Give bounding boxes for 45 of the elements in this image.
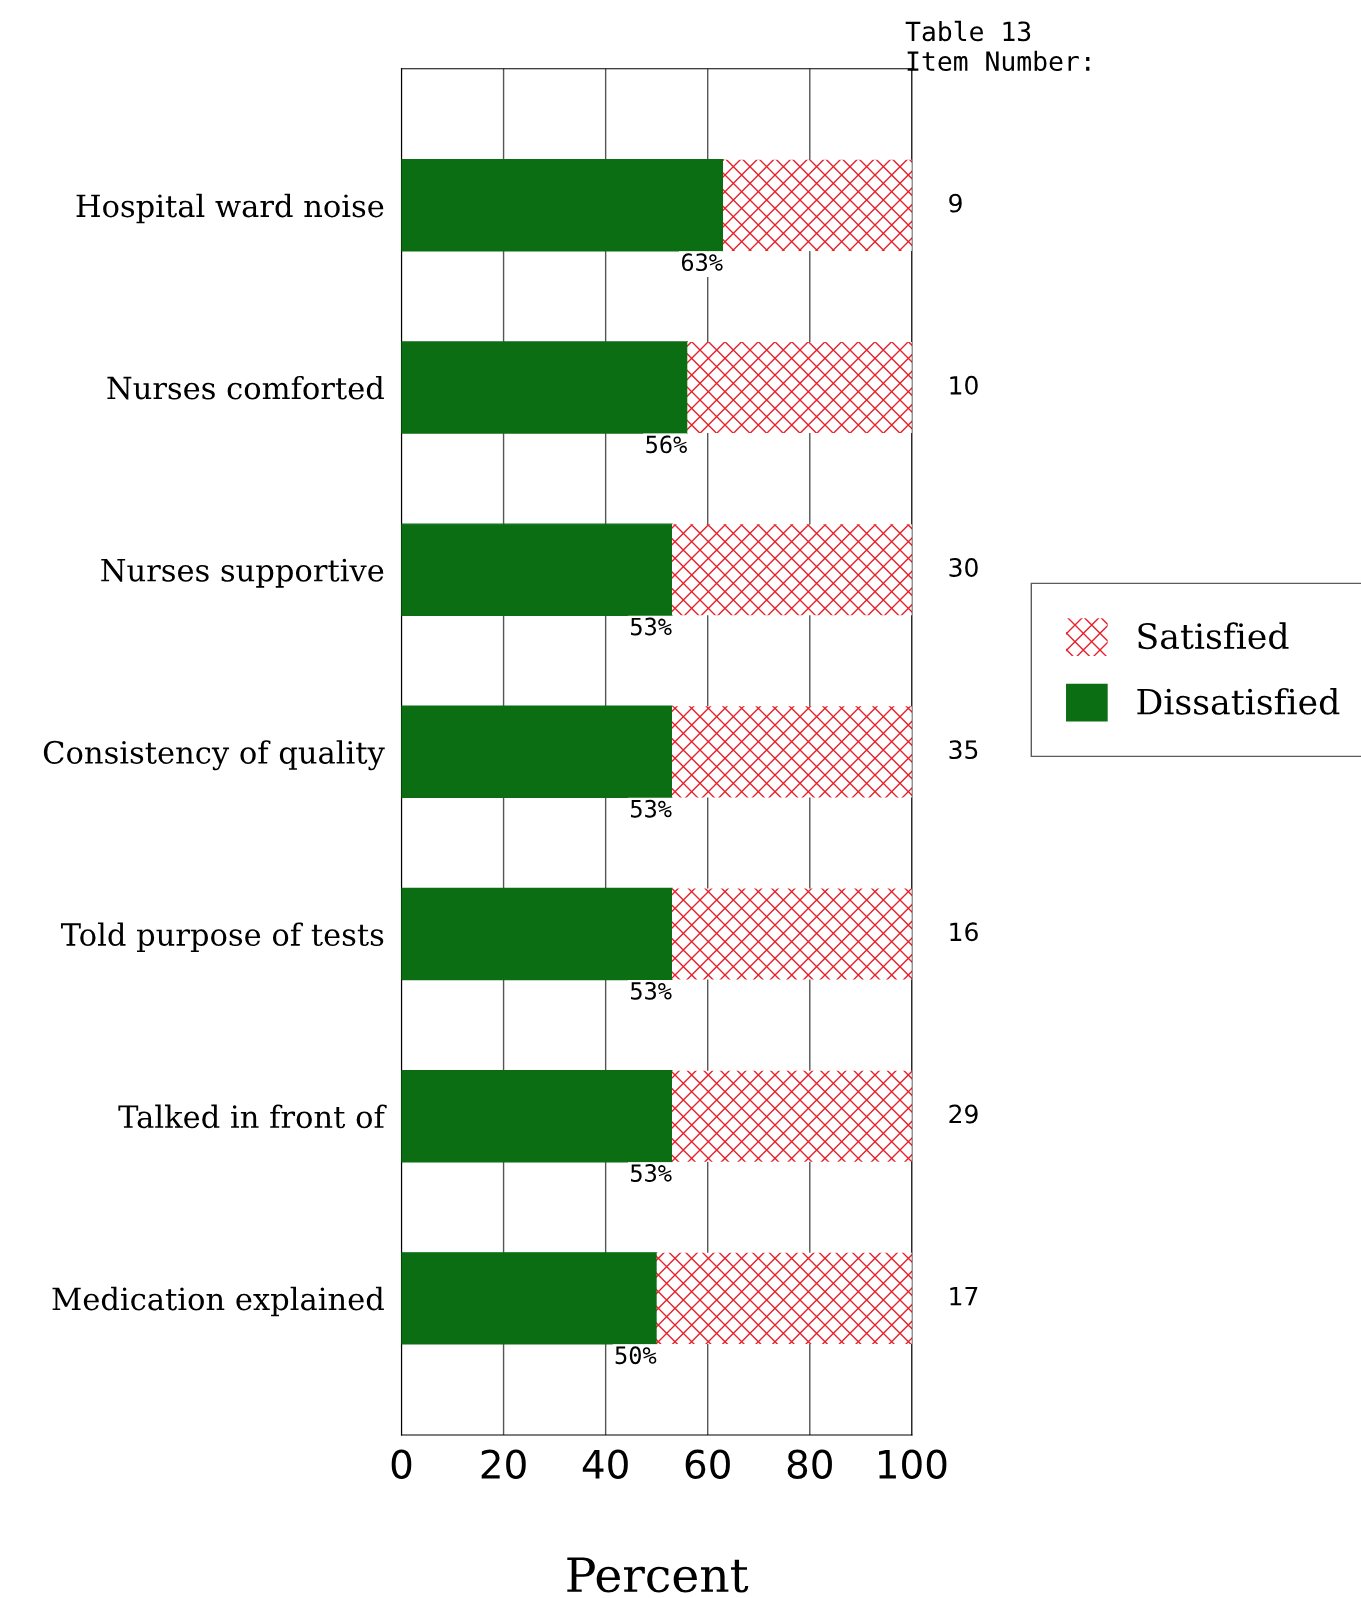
bar (401, 159, 724, 252)
text: 29 (949, 1104, 978, 1124)
bar (671, 706, 912, 798)
x-tick-label: 100 (879, 1449, 947, 1479)
y-tick-label: Nurses supportive (101, 558, 384, 588)
data-label: 50% (615, 1346, 657, 1365)
y-tick-label: Talked in front of (118, 1104, 387, 1129)
data-label: 56% (646, 435, 687, 454)
bar (656, 1252, 912, 1344)
bar (401, 1069, 673, 1163)
y-tick-label: Consistency of quality (43, 740, 385, 771)
data-label: 53% (631, 799, 672, 818)
annotation: Table 13 Item Number: (905, 20, 1090, 72)
y-tick-label: Medication explained (52, 1286, 384, 1317)
text: 9 (949, 193, 962, 213)
text: 17 (950, 1287, 978, 1306)
bar (671, 1070, 912, 1162)
data-label: 53% (631, 1164, 672, 1182)
bar (401, 341, 689, 434)
legend-label: Satisfied (1138, 622, 1289, 650)
text: 30 (949, 558, 978, 577)
text: 10 (950, 375, 978, 395)
x-tick-label: 40 (582, 1449, 628, 1479)
y-tick-label: Hospital ward noise (76, 193, 384, 224)
x-tick-label: 80 (787, 1449, 832, 1479)
bar (671, 524, 912, 616)
data-label: 63% (681, 253, 723, 272)
bar (401, 887, 673, 981)
bar (687, 341, 912, 434)
legend-label: Dissatisfied (1137, 687, 1340, 715)
text: 16 (950, 922, 978, 942)
x-tick-label: 0 (391, 1449, 412, 1479)
x-tick-label: 60 (685, 1449, 730, 1479)
bar (671, 888, 912, 980)
x-tick-label: 20 (481, 1449, 526, 1479)
bar (723, 159, 912, 251)
bar (401, 523, 673, 616)
data-label: 53% (631, 617, 672, 636)
y-tick-label: Nurses comforted (107, 375, 384, 400)
bar (401, 1252, 658, 1345)
bar (401, 705, 673, 799)
data-label: 53% (631, 981, 672, 1000)
text: 35 (949, 740, 978, 760)
x-axis-title: Percent (567, 1557, 749, 1593)
y-tick-label: Told purpose of tests (60, 922, 384, 952)
